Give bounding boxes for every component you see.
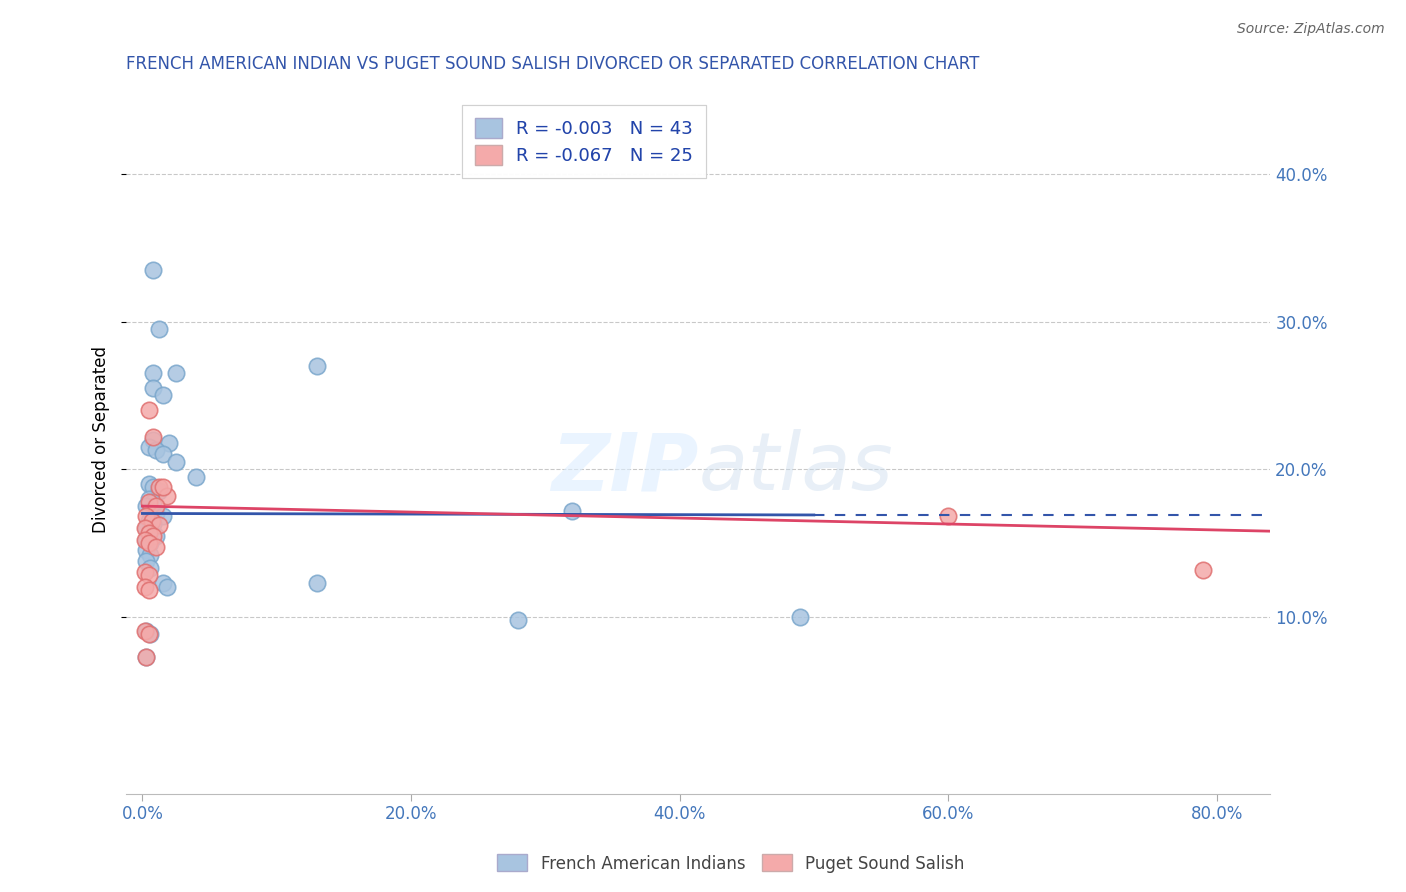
Point xyxy=(139,548,162,562)
Point xyxy=(135,649,157,664)
Point xyxy=(138,477,160,491)
Point xyxy=(135,543,157,558)
Point xyxy=(936,509,959,524)
Point xyxy=(145,499,167,513)
Point xyxy=(155,580,177,594)
Point xyxy=(135,554,157,568)
Point xyxy=(148,480,170,494)
Point xyxy=(138,525,160,540)
Point xyxy=(135,649,157,664)
Point xyxy=(148,518,170,533)
Legend: French American Indians, Puget Sound Salish: French American Indians, Puget Sound Sal… xyxy=(491,847,972,880)
Point xyxy=(142,494,165,508)
Point xyxy=(142,516,165,531)
Point xyxy=(138,514,160,528)
Point xyxy=(1192,562,1215,576)
Point xyxy=(157,435,180,450)
Point xyxy=(165,367,187,381)
Point xyxy=(135,499,157,513)
Point xyxy=(139,536,162,550)
Point xyxy=(134,566,156,580)
Point xyxy=(138,403,160,417)
Point xyxy=(145,541,167,555)
Point xyxy=(165,455,187,469)
Y-axis label: Divorced or Separated: Divorced or Separated xyxy=(93,346,110,533)
Point xyxy=(142,263,165,277)
Point xyxy=(145,507,167,521)
Text: atlas: atlas xyxy=(699,429,893,507)
Point xyxy=(135,533,157,547)
Point xyxy=(148,322,170,336)
Point xyxy=(139,561,162,575)
Point xyxy=(142,381,165,395)
Point xyxy=(152,388,174,402)
Point xyxy=(139,524,162,538)
Point xyxy=(142,430,165,444)
Point xyxy=(141,514,163,528)
Point xyxy=(139,503,162,517)
Point xyxy=(134,533,156,547)
Point xyxy=(142,367,165,381)
Point xyxy=(145,528,167,542)
Point xyxy=(184,469,207,483)
Point xyxy=(138,440,160,454)
Text: Source: ZipAtlas.com: Source: ZipAtlas.com xyxy=(1237,22,1385,37)
Point xyxy=(142,480,165,494)
Point xyxy=(135,509,157,524)
Point xyxy=(134,580,156,594)
Point xyxy=(138,491,160,506)
Point xyxy=(789,609,811,624)
Point xyxy=(134,624,156,639)
Point xyxy=(138,536,160,550)
Legend: R = -0.003   N = 43, R = -0.067   N = 25: R = -0.003 N = 43, R = -0.067 N = 25 xyxy=(463,105,706,178)
Point xyxy=(138,583,160,598)
Point xyxy=(561,503,583,517)
Text: FRENCH AMERICAN INDIAN VS PUGET SOUND SALISH DIVORCED OR SEPARATED CORRELATION C: FRENCH AMERICAN INDIAN VS PUGET SOUND SA… xyxy=(127,55,980,73)
Point xyxy=(152,509,174,524)
Point xyxy=(138,568,160,582)
Point xyxy=(138,494,160,508)
Point xyxy=(139,627,162,641)
Point xyxy=(142,433,165,447)
Point xyxy=(134,521,156,535)
Point xyxy=(135,624,157,639)
Point xyxy=(138,627,160,641)
Point xyxy=(508,613,530,627)
Point xyxy=(135,521,157,535)
Point xyxy=(152,480,174,494)
Point xyxy=(305,359,328,373)
Text: ZIP: ZIP xyxy=(551,429,699,507)
Point xyxy=(142,528,165,542)
Point xyxy=(152,575,174,590)
Point xyxy=(305,575,328,590)
Point xyxy=(145,443,167,458)
Point xyxy=(155,489,177,503)
Point xyxy=(152,448,174,462)
Point xyxy=(148,484,170,499)
